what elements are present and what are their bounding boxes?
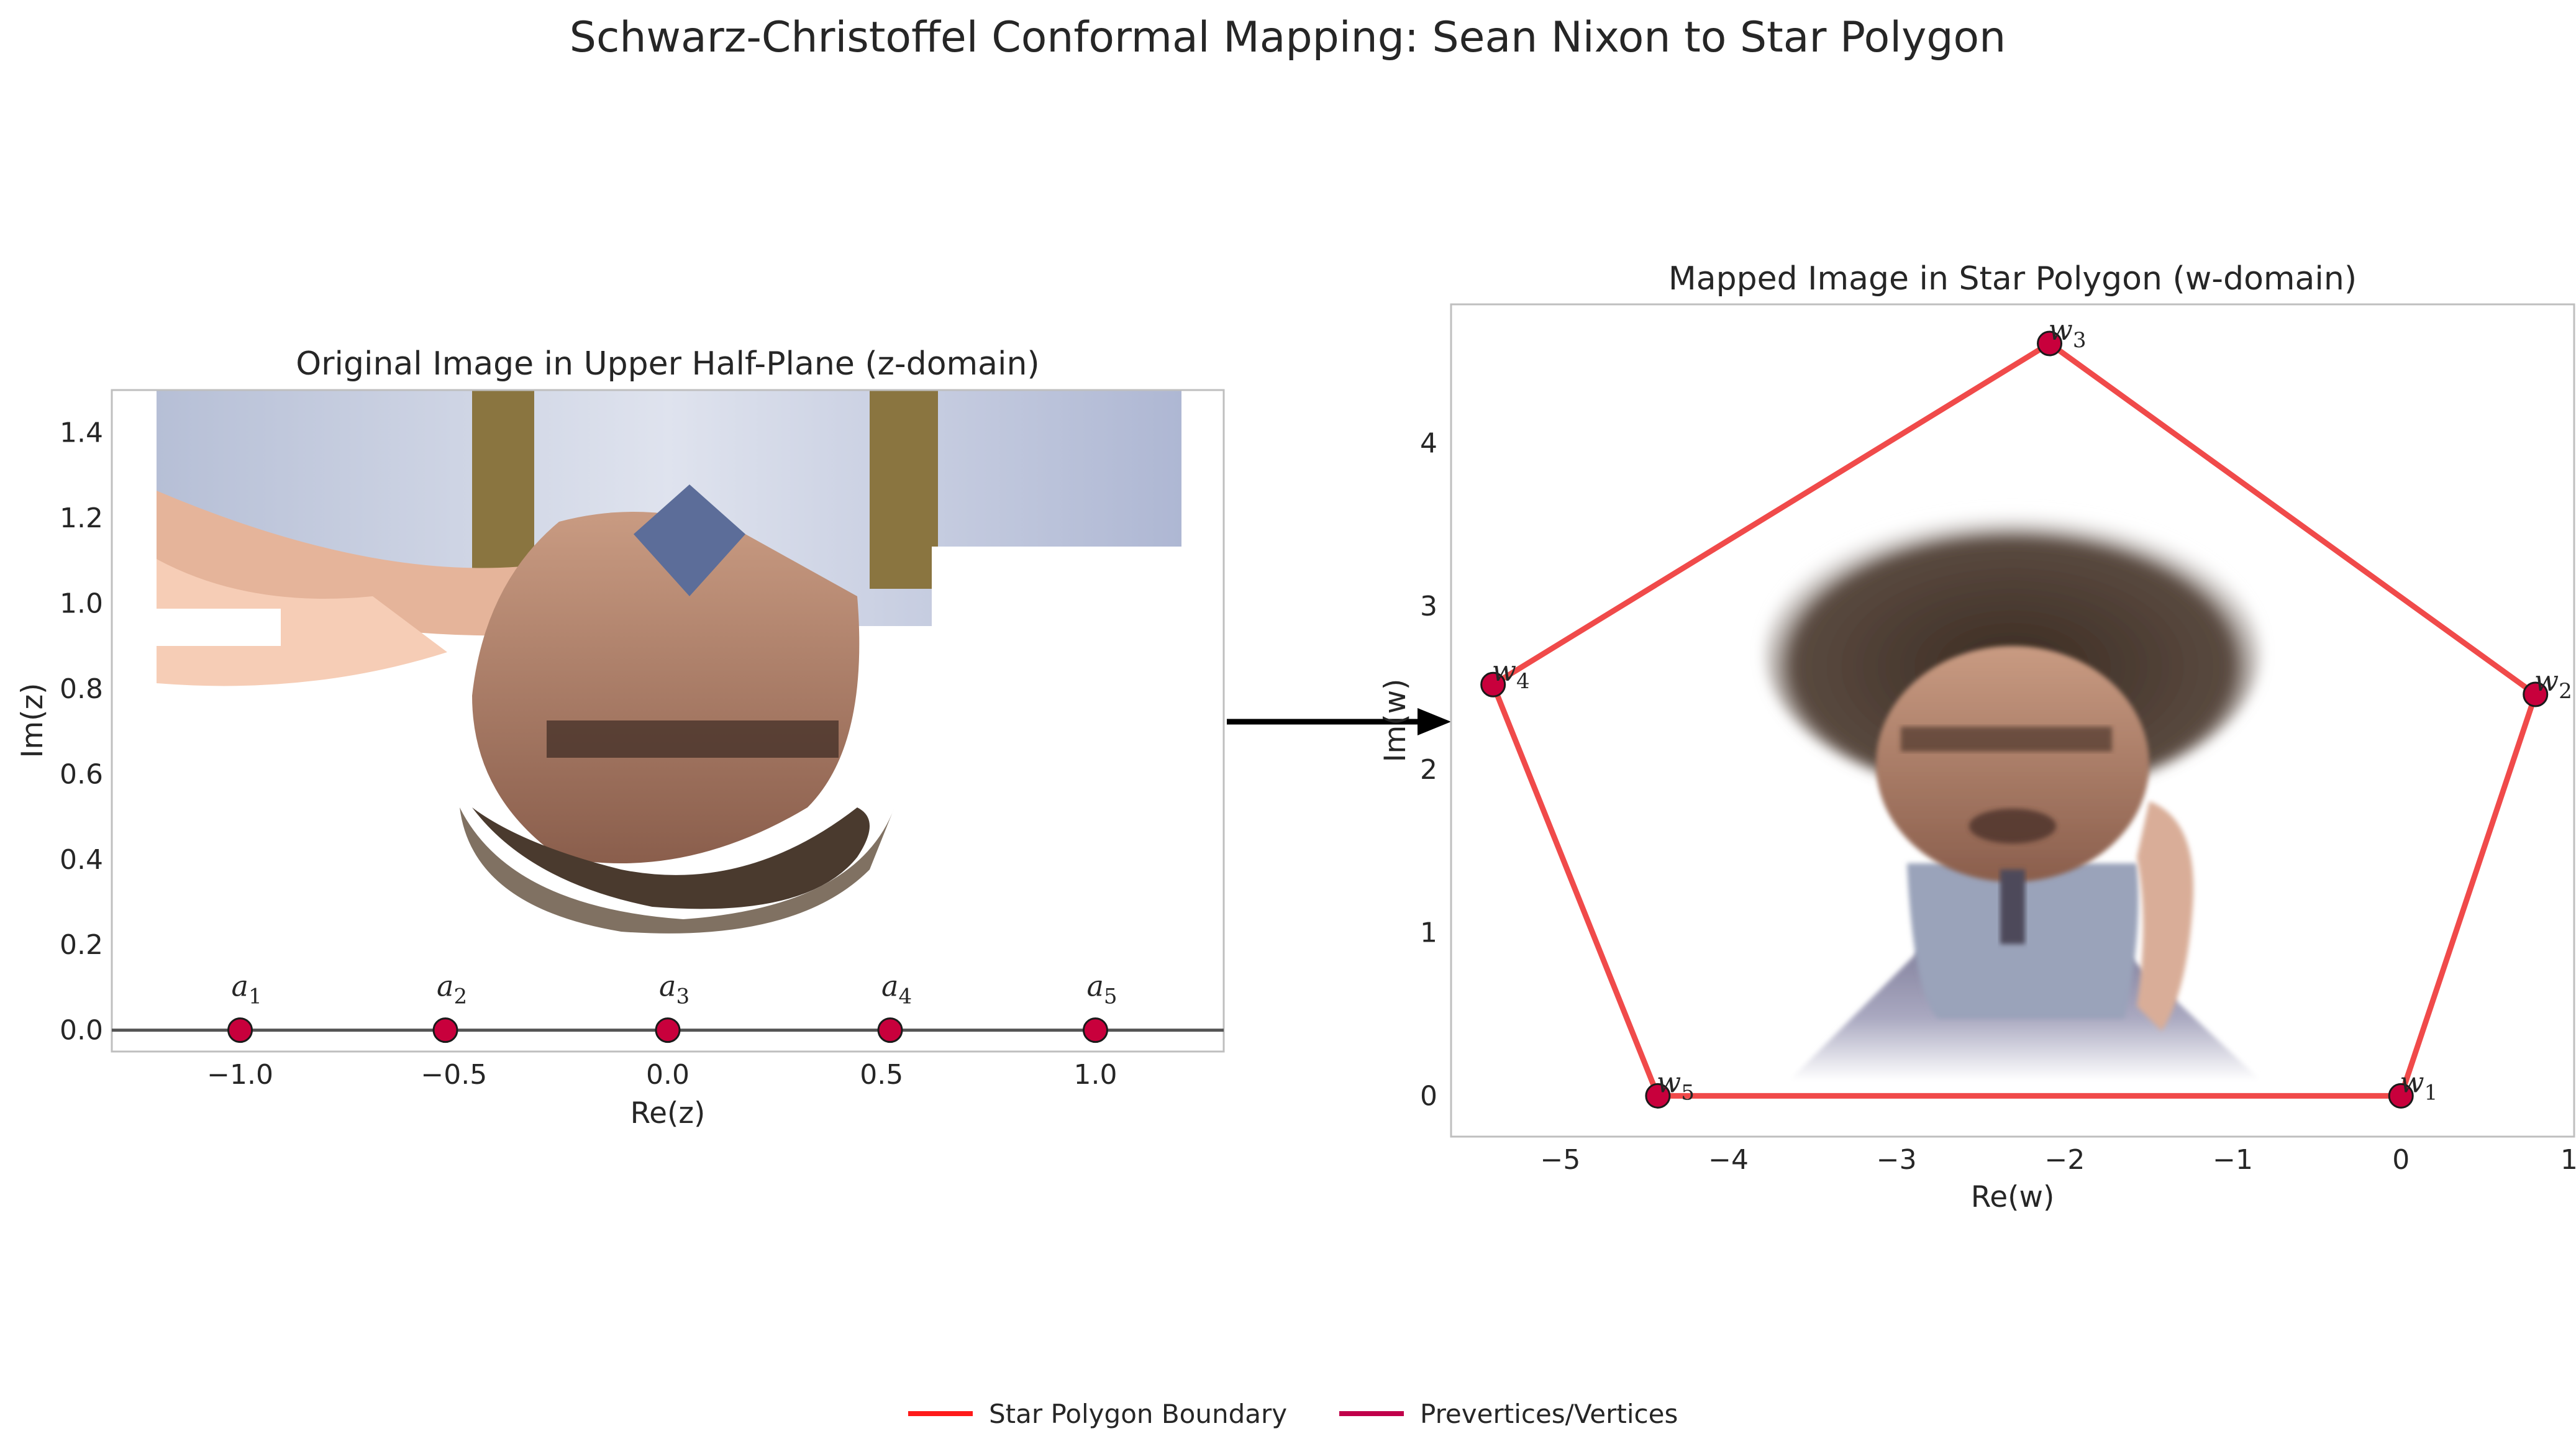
right-axes-frame bbox=[1450, 303, 2575, 1138]
left-y-axis-label: Im(z) bbox=[16, 683, 50, 758]
legend-label-vertices: Prevertices/Vertices bbox=[1420, 1399, 1678, 1429]
prevertex-label: a4 bbox=[881, 970, 912, 1009]
right-x-tick-label: −2 bbox=[2044, 1144, 2085, 1176]
figure-title: Schwarz-Christoffel Conformal Mapping: S… bbox=[570, 13, 2006, 62]
star-polygon-boundary bbox=[1490, 340, 2539, 1099]
right-x-tick-label: 1 bbox=[2560, 1144, 2576, 1176]
prevertex-point bbox=[432, 1017, 458, 1043]
left-panel-title: Original Image in Upper Half-Plane (z-do… bbox=[296, 345, 1039, 383]
left-y-tick-label: 0.8 bbox=[60, 673, 103, 705]
left-background-photo bbox=[157, 390, 1181, 934]
left-x-axis-label: Re(z) bbox=[630, 1096, 706, 1130]
right-y-tick-label: 4 bbox=[1420, 427, 1437, 459]
left-y-tick-label: 1.4 bbox=[60, 417, 103, 449]
right-y-tick-label: 1 bbox=[1420, 917, 1437, 949]
vertex-label: w3 bbox=[2049, 313, 2087, 353]
prevertex-point bbox=[1082, 1017, 1108, 1043]
right-y-tick-label: 3 bbox=[1420, 591, 1437, 622]
vertex-point bbox=[2388, 1083, 2414, 1109]
vertex-label: w1 bbox=[2400, 1065, 2437, 1105]
right-x-ticks: −5 −4 −3 −2 −1 0 1 bbox=[1540, 1144, 2576, 1176]
right-x-tick-label: −3 bbox=[1877, 1144, 1917, 1176]
left-x-tick-label: 0.5 bbox=[860, 1059, 903, 1091]
prevertices: a1 a2 a3 a4 a5 bbox=[227, 970, 1117, 1043]
vertex-point bbox=[1480, 671, 1506, 697]
right-x-tick-label: −4 bbox=[1708, 1144, 1749, 1176]
right-y-axis-label: Im(w) bbox=[1378, 679, 1413, 763]
right-x-tick-label: −5 bbox=[1540, 1144, 1580, 1176]
right-y-tick-label: 2 bbox=[1420, 754, 1437, 786]
left-y-tick-label: 0.6 bbox=[60, 758, 103, 790]
right-x-tick-label: 0 bbox=[2392, 1144, 2410, 1176]
prevertex-label: a1 bbox=[232, 970, 262, 1009]
vertex-point bbox=[2037, 330, 2063, 357]
prevertex-label: a5 bbox=[1086, 970, 1117, 1009]
left-y-tick-label: 0.2 bbox=[60, 929, 103, 961]
left-y-tick-label: 1.0 bbox=[60, 588, 103, 620]
left-x-tick-label: −0.5 bbox=[421, 1059, 487, 1091]
prevertex-label: a3 bbox=[659, 970, 690, 1009]
left-y-tick-label: 0.4 bbox=[60, 844, 103, 876]
left-y-tick-label: 0.0 bbox=[60, 1015, 103, 1047]
polygon-vertices: w1 w2 w3 w4 w5 bbox=[1480, 313, 2572, 1109]
left-y-ticks: 0.0 0.2 0.4 0.6 0.8 1.0 1.2 1.4 bbox=[60, 417, 103, 1047]
prevertex-point bbox=[877, 1017, 903, 1043]
right-x-tick-label: −1 bbox=[2213, 1144, 2253, 1176]
left-x-tick-label: −1.0 bbox=[207, 1059, 273, 1091]
legend: Star Polygon Boundary Prevertices/Vertic… bbox=[908, 1399, 1678, 1429]
left-x-tick-label: 1.0 bbox=[1073, 1059, 1117, 1091]
right-y-ticks: 0 1 2 3 4 bbox=[1420, 427, 1437, 1112]
vertex-point bbox=[2523, 681, 2549, 707]
right-y-tick-label: 0 bbox=[1420, 1080, 1437, 1112]
prevertex-point bbox=[655, 1017, 681, 1043]
right-x-axis-label: Re(w) bbox=[1971, 1180, 2055, 1214]
right-background-photo bbox=[1764, 509, 2261, 1081]
left-axes-frame bbox=[111, 389, 1225, 1053]
prevertex-label: a2 bbox=[437, 970, 467, 1009]
vertex-point bbox=[1645, 1083, 1671, 1109]
left-x-ticks: −1.0 −0.5 0.0 0.5 1.0 bbox=[207, 1059, 1117, 1091]
left-x-tick-label: 0.0 bbox=[646, 1059, 690, 1091]
right-panel-title: Mapped Image in Star Polygon (w-domain) bbox=[1668, 260, 2357, 298]
right-panel: −5 −4 −3 −2 −1 0 1 0 1 2 3 4 w1 w2 w3 w4 w5 Mapped Ima… bbox=[1378, 260, 2576, 1214]
left-y-tick-label: 1.2 bbox=[60, 502, 103, 534]
mapping-arrow bbox=[1227, 708, 1451, 735]
vertex-label: w2 bbox=[2534, 664, 2572, 704]
vertex-label: w5 bbox=[1657, 1065, 1695, 1105]
prevertex-point bbox=[227, 1017, 253, 1043]
legend-label-boundary: Star Polygon Boundary bbox=[989, 1399, 1287, 1429]
vertex-label: w4 bbox=[1492, 654, 1530, 694]
left-panel: −1.0 −0.5 0.0 0.5 1.0 0.0 0.2 0.4 0.6 0.8 1.0 1.2 1… bbox=[16, 345, 1225, 1130]
